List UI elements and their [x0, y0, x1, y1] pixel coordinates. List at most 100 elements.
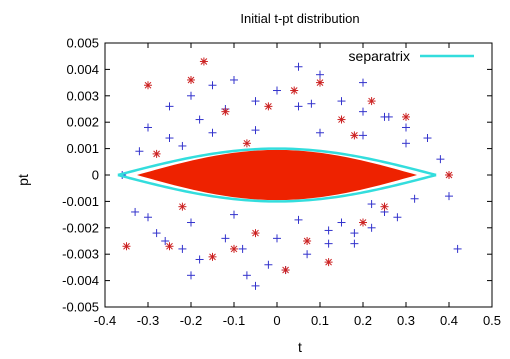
- x-tick-label: 0.2: [354, 313, 372, 328]
- plus-point: [178, 244, 187, 253]
- plus-point: [251, 126, 260, 135]
- plus-point: [187, 91, 195, 100]
- star-point: [324, 258, 333, 267]
- plus-point: [324, 239, 333, 248]
- legend-label-separatrix: separatrix: [349, 48, 410, 64]
- plus-point: [161, 237, 170, 245]
- particle-markers-layer: [118, 57, 462, 290]
- plus-point: [165, 102, 174, 111]
- plus-point: [453, 244, 462, 253]
- star-point: [264, 102, 273, 111]
- star-point: [144, 81, 152, 90]
- plus-point: [350, 229, 359, 238]
- x-tick-label: 0.4: [440, 313, 458, 328]
- plus-point: [273, 86, 281, 95]
- plus-point: [445, 192, 453, 201]
- x-tick-label: 0.1: [311, 313, 329, 328]
- star-point: [208, 252, 217, 261]
- plus-point: [152, 229, 161, 238]
- star-point: [152, 149, 161, 158]
- plus-point: [251, 97, 260, 106]
- plus-point: [303, 250, 312, 259]
- x-tick-label: -0.1: [223, 313, 245, 328]
- star-point: [281, 266, 290, 275]
- y-tick-label: -0.002: [62, 220, 99, 235]
- plus-point: [230, 75, 238, 84]
- plus-point: [264, 260, 273, 269]
- plus-point: [144, 123, 152, 132]
- star-point: [221, 107, 230, 116]
- plus-point: [187, 271, 195, 280]
- plus-point: [384, 112, 393, 121]
- plus-point: [165, 134, 174, 143]
- particle-core-layer: [136, 149, 418, 201]
- y-tick-label: 0.004: [66, 62, 99, 77]
- star-point: [350, 131, 359, 140]
- plus-point: [316, 128, 324, 137]
- y-tick-label: 0.005: [66, 36, 99, 51]
- plus-point: [307, 99, 316, 108]
- x-tick-label: 0.5: [483, 313, 501, 328]
- plus-point: [402, 139, 410, 148]
- star-point: [316, 78, 324, 87]
- star-point: [445, 171, 453, 179]
- axis-tick-labels: -0.4 -0.3 -0.2 -0.1 0 0.1 0.2 0.3 0.4 0.5 -0.005 -0…: [62, 36, 501, 329]
- star-point: [199, 57, 208, 66]
- plus-point: [436, 155, 445, 164]
- plus-point: [350, 239, 359, 248]
- y-tick-label: 0.003: [66, 88, 99, 103]
- plus-point: [195, 115, 204, 124]
- x-tick-label: -0.3: [137, 313, 159, 328]
- star-point: [242, 139, 251, 148]
- star-point: [380, 202, 389, 211]
- plus-point: [410, 194, 419, 203]
- plus-point: [135, 147, 144, 156]
- separatrix-layer: [117, 147, 437, 203]
- plus-point: [294, 102, 303, 111]
- star-point: [251, 229, 260, 238]
- plus-point: [131, 207, 140, 216]
- star-point: [337, 115, 346, 124]
- y-tick-label: 0: [92, 168, 99, 183]
- star-point: [303, 237, 312, 245]
- star-point: [178, 202, 187, 211]
- plus-point: [316, 70, 324, 79]
- x-tick-label: 0: [273, 313, 280, 328]
- y-tick-label: -0.001: [62, 194, 99, 209]
- star-point: [367, 97, 376, 106]
- plus-point: [402, 123, 410, 132]
- y-axis-title: pt: [15, 174, 31, 186]
- plus-point: [423, 134, 432, 143]
- plus-point: [367, 200, 376, 209]
- x-axis-title: t: [298, 339, 302, 355]
- plus-point: [324, 226, 333, 235]
- plus-point: [238, 244, 247, 253]
- star-point: [402, 112, 410, 121]
- star-point: [230, 244, 238, 253]
- star-point: [359, 218, 367, 227]
- y-tick-label: 0.002: [66, 115, 99, 130]
- y-tick-label: 0.001: [66, 141, 99, 156]
- plus-point: [337, 218, 346, 227]
- plus-point: [195, 255, 204, 264]
- axis-ticks: [104, 42, 493, 308]
- plus-point: [230, 210, 238, 219]
- separatrix-upper: [117, 147, 437, 177]
- legend: separatrix: [349, 48, 474, 64]
- star-point: [165, 242, 174, 251]
- plus-point: [273, 234, 281, 243]
- x-tick-label: 0.3: [397, 313, 415, 328]
- y-tick-label: -0.005: [62, 300, 99, 315]
- plus-point: [208, 81, 217, 90]
- plus-point: [294, 215, 303, 224]
- plus-point: [294, 62, 303, 71]
- y-tick-label: -0.004: [62, 273, 99, 288]
- plus-point: [367, 223, 376, 232]
- plus-point: [242, 271, 251, 280]
- plus-point: [178, 141, 187, 150]
- plus-point: [359, 78, 367, 87]
- plus-point: [208, 128, 217, 137]
- star-point: [290, 86, 299, 95]
- star-point: [122, 242, 131, 251]
- plus-point: [393, 213, 402, 222]
